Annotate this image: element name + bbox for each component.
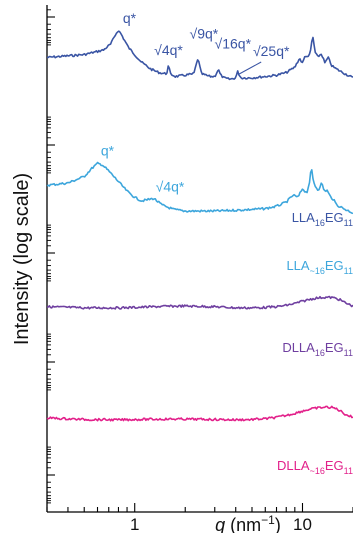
x-ticks: 1 10 <box>46 503 353 533</box>
peak-annotation: √16q* <box>215 35 252 51</box>
x-axis-label-var: q <box>215 515 225 533</box>
series-line-4 <box>46 405 353 422</box>
series-line-2 <box>46 161 353 215</box>
peak-annotation: √4q* <box>156 179 185 195</box>
series-label-3-part-2: 16 <box>315 348 325 358</box>
peak-annotation: √4q* <box>154 42 183 58</box>
series-label-4-part-3: EG <box>325 458 344 473</box>
series-label-3-part-1: DLLA <box>282 340 315 355</box>
series-layer <box>46 30 353 422</box>
axes: 1 10 <box>46 5 353 533</box>
annotation-leader-line <box>238 61 262 75</box>
peak-annotation: √9q* <box>190 25 219 41</box>
x-axis-label: q (nm−1) <box>215 513 281 533</box>
series-label-1: LLA16EG11 <box>292 210 353 228</box>
series-label-4-part-4: 11 <box>344 466 353 476</box>
series-label-3-part-3: EG <box>325 340 344 355</box>
series-label-4: DLLA~16EG11 <box>277 458 353 476</box>
peak-annotation: q* <box>101 143 115 159</box>
series-label-1-part-2: 16 <box>315 218 325 228</box>
series-label-2: LLA~16EG11 <box>286 258 353 276</box>
series-label-1-part-3: EG <box>325 210 344 225</box>
x-axis-label-close: ) <box>275 515 281 533</box>
x-tick-label: 10 <box>293 515 312 533</box>
series-label-1-part-1: LLA <box>292 210 315 225</box>
y-ticks <box>47 9 55 504</box>
x-axis-label-exp: −1 <box>261 513 275 527</box>
x-axis-label-unit: (nm <box>225 515 261 533</box>
x-tick-label: 1 <box>130 515 139 533</box>
y-axis-label: Intensity (log scale) <box>11 173 33 345</box>
series-label-2-part-2: ~16 <box>310 266 325 276</box>
series-label-2-part-1: LLA <box>286 258 309 273</box>
series-label-4-part-2: ~16 <box>310 466 325 476</box>
series-label-3: DLLA16EG11 <box>282 340 353 358</box>
peak-annotation: √25q* <box>253 43 290 59</box>
series-label-2-part-3: EG <box>325 258 344 273</box>
series-label-2-part-4: 11 <box>344 266 353 276</box>
annotation-layer: q* √4q* √9q*√16q* √25q* q* √4q* <box>101 10 290 195</box>
peak-annotation: q* <box>123 10 137 26</box>
series-line-1 <box>47 30 353 81</box>
series-label-1-part-4: 11 <box>344 218 353 228</box>
series-line-3 <box>46 295 353 310</box>
series-label-4-part-1: DLLA <box>277 458 310 473</box>
series-label-3-part-4: 11 <box>344 348 353 358</box>
